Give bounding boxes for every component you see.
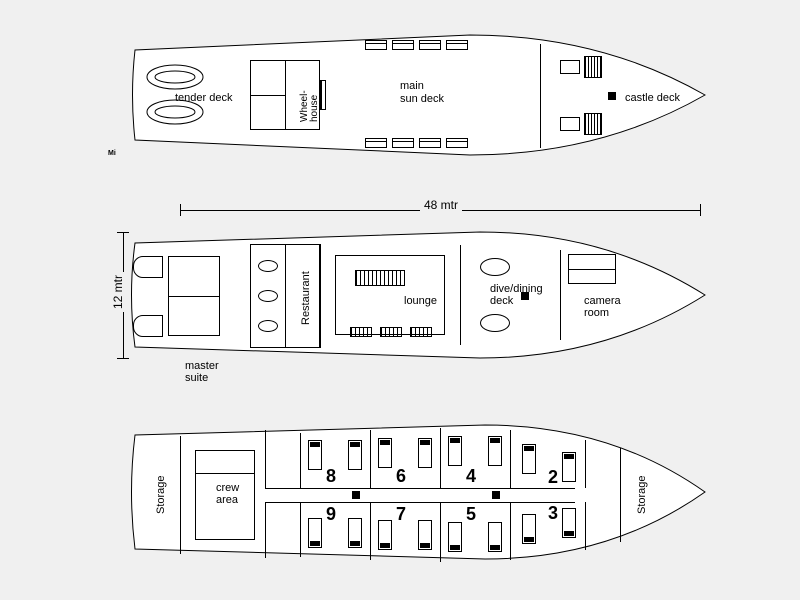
cabin-bed — [488, 522, 502, 552]
camera-room-label: cameraroom — [584, 295, 621, 319]
lounge-stairs — [355, 270, 405, 286]
wheelhouse-label: Wheel-house — [300, 90, 320, 122]
cabin-bed — [308, 440, 322, 470]
cabin-num-2: 2 — [548, 467, 558, 488]
cabin-wall — [265, 502, 266, 558]
cabin-bed — [522, 514, 536, 544]
corridor-point — [352, 491, 360, 499]
mid-partition — [460, 245, 461, 345]
cabin-bed — [522, 444, 536, 474]
castle-hatched — [584, 113, 602, 135]
cabin-num-5: 5 — [466, 504, 476, 525]
master-suite-label: mastersuite — [185, 360, 219, 384]
stern-platform — [133, 315, 163, 337]
stern-platform — [133, 256, 163, 278]
cabin-num-8: 8 — [326, 466, 336, 487]
castle-cushion — [560, 117, 580, 131]
beam-dim-label: 12 mtr — [111, 272, 125, 312]
corridor-bot — [265, 502, 575, 503]
cabin-bed — [308, 518, 322, 548]
cabin-bed — [348, 440, 362, 470]
cabin-bed — [418, 520, 432, 550]
cabin-bed — [378, 520, 392, 550]
sun-lounger — [392, 40, 414, 50]
restaurant-table — [258, 260, 278, 272]
castle-point — [608, 92, 616, 100]
camera-shelf — [568, 269, 616, 270]
restaurant-table — [258, 290, 278, 302]
dive-dining-label: dive/diningdeck — [490, 283, 543, 307]
storage-fwd-label: Storage — [636, 475, 648, 514]
cabin-wall — [370, 430, 371, 488]
cabin-wall — [585, 440, 586, 488]
lounge-label: lounge — [404, 295, 437, 307]
wheelhouse-partition — [285, 60, 286, 130]
restaurant-table — [258, 320, 278, 332]
storage-aft-label: Storage — [155, 475, 167, 514]
length-dim-tick-r — [700, 204, 701, 216]
dining-table-oval — [480, 314, 510, 332]
cabin-bed — [448, 436, 462, 466]
lounge-bench — [410, 327, 432, 337]
sun-lounger — [419, 138, 441, 148]
crew-partition — [195, 473, 255, 474]
storage-fwd-wall — [620, 448, 621, 542]
lounge-bench — [350, 327, 372, 337]
restaurant-partition — [285, 244, 286, 348]
master-partition — [168, 296, 220, 297]
dining-table-oval — [480, 258, 510, 276]
cabin-bed — [562, 508, 576, 538]
length-dim-tick-l — [180, 204, 181, 216]
cabin-wall — [510, 430, 511, 488]
castle-cushion — [560, 60, 580, 74]
sun-lounger — [419, 40, 441, 50]
sun-lounger — [392, 138, 414, 148]
cabin-num-9: 9 — [326, 504, 336, 525]
cabin-wall — [265, 430, 266, 488]
corridor-point — [492, 491, 500, 499]
main-sun-deck-label: mainsun deck — [400, 80, 444, 106]
restaurant-wall — [320, 244, 321, 348]
cabin-num-3: 3 — [548, 503, 558, 524]
cabin-wall — [510, 502, 511, 560]
camera-room-wall — [560, 250, 561, 340]
cabin-bed — [418, 438, 432, 468]
storage-aft-wall — [180, 436, 181, 554]
cabin-wall — [585, 502, 586, 550]
cabin-wall — [370, 502, 371, 560]
cabin-bed — [488, 436, 502, 466]
cabin-wall — [300, 433, 301, 488]
castle-deck-label: castle deck — [625, 92, 680, 104]
cabin-num-6: 6 — [396, 466, 406, 487]
sun-lounger — [365, 138, 387, 148]
castle-hatched — [584, 56, 602, 78]
corridor-top — [265, 488, 575, 489]
beam-dim-tick-b — [117, 358, 129, 359]
cabin-wall — [440, 428, 441, 488]
cabin-bed — [378, 438, 392, 468]
sun-lounger — [365, 40, 387, 50]
top-bulkhead — [540, 44, 541, 148]
wheelhouse-partition2 — [250, 95, 285, 96]
cabin-num-4: 4 — [466, 466, 476, 487]
cabin-bed — [562, 452, 576, 482]
restaurant-label: Restaurant — [300, 271, 312, 325]
top-stairs — [320, 80, 326, 110]
lounge-bench — [380, 327, 402, 337]
crew-area-label: crewarea — [216, 482, 239, 506]
cabin-bed — [348, 518, 362, 548]
cabin-wall — [440, 502, 441, 562]
sun-lounger — [446, 40, 468, 50]
tender-deck-label: tender deck — [175, 92, 232, 104]
note-mark: Mi — [108, 150, 116, 157]
sun-lounger — [446, 138, 468, 148]
cabin-num-7: 7 — [396, 504, 406, 525]
cabin-bed — [448, 522, 462, 552]
cabin-wall — [300, 502, 301, 557]
beam-dim-tick-t — [117, 232, 129, 233]
length-dim-label: 48 mtr — [420, 198, 462, 212]
